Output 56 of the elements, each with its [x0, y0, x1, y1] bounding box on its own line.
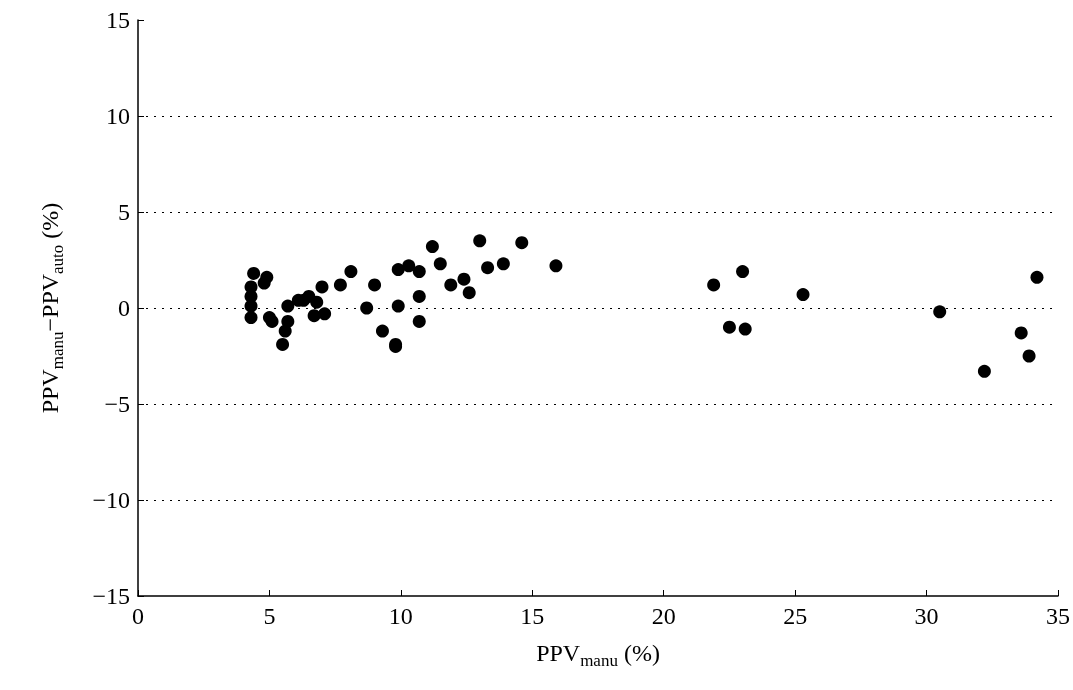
y-tick-label: −10: [92, 487, 130, 513]
y-tick-label: 0: [118, 295, 130, 321]
point: [549, 259, 563, 273]
x-tick-label: 10: [388, 603, 413, 629]
point: [473, 234, 487, 248]
point: [360, 301, 374, 315]
point: [457, 272, 471, 286]
x-tick-label: 25: [783, 603, 808, 629]
point: [375, 324, 389, 338]
point: [412, 289, 426, 303]
y-tick-label: 15: [106, 7, 130, 33]
point: [1030, 270, 1044, 284]
y-tick-label: −15: [92, 583, 130, 609]
y-tick-label: −5: [104, 391, 130, 417]
point: [412, 314, 426, 328]
point: [736, 265, 750, 279]
point: [368, 278, 382, 292]
point: [481, 261, 495, 275]
point: [1014, 326, 1028, 340]
point: [391, 263, 405, 277]
point: [344, 265, 358, 279]
point: [247, 266, 261, 280]
point: [796, 288, 810, 302]
point: [260, 270, 274, 284]
point: [425, 240, 439, 254]
x-tick-label: 15: [520, 603, 545, 629]
point: [933, 305, 947, 319]
y-tick-label: 5: [118, 199, 130, 225]
x-tick-label: 5: [263, 603, 276, 629]
point: [1022, 349, 1036, 363]
x-tick-label: 35: [1046, 603, 1070, 629]
y-tick-label: 10: [106, 103, 130, 129]
point: [977, 364, 991, 378]
point: [391, 299, 405, 313]
point: [281, 299, 295, 313]
x-tick-label: 30: [914, 603, 939, 629]
point: [462, 286, 476, 300]
point: [318, 307, 332, 321]
point: [278, 324, 292, 338]
point: [244, 311, 258, 325]
point: [444, 278, 458, 292]
point: [315, 280, 329, 294]
point: [515, 236, 529, 250]
point: [333, 278, 347, 292]
point: [244, 299, 258, 313]
point: [276, 337, 290, 351]
point: [433, 257, 447, 271]
point: [722, 320, 736, 334]
point: [738, 322, 752, 336]
point: [496, 257, 510, 271]
point: [402, 259, 416, 273]
x-tick-label: 20: [651, 603, 676, 629]
point: [310, 295, 324, 309]
point: [412, 265, 426, 279]
point: [707, 278, 721, 292]
y-axis-title: PPVmanu−PPVauto (%): [36, 202, 67, 414]
